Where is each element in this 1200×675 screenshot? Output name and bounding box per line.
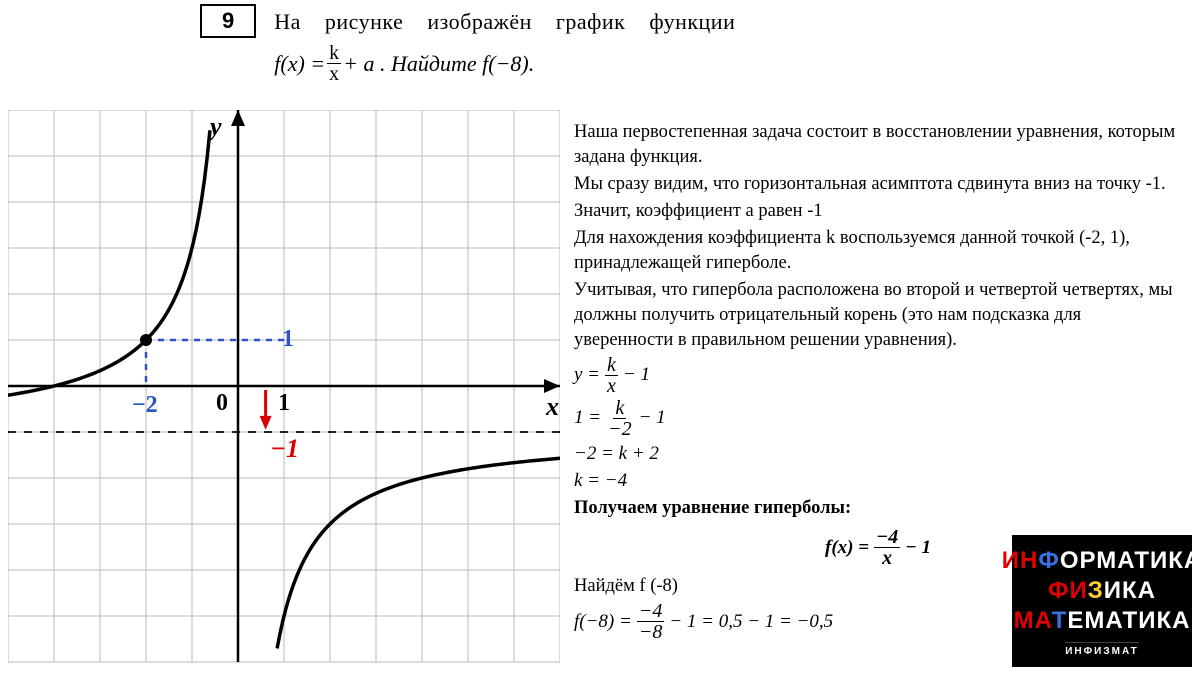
logo-infizmat: ИНФОРМАТИКА ФИЗИКА МАТЕМАТИКА ИНФИЗМАТ — [1012, 535, 1192, 667]
graph-svg — [8, 110, 560, 665]
label-origin: 0 — [216, 390, 228, 417]
label-x: x — [546, 392, 559, 422]
logo-line2: ФИЗИКА — [1048, 576, 1156, 606]
formula-fx: f(x) = — [274, 46, 325, 81]
sol-p6: Получаем уравнение гиперболы: — [574, 496, 1182, 521]
sol-p5: Учитывая, что гипербола расположена во в… — [574, 278, 1182, 353]
graph: y x 0 1 −2 1 −1 — [8, 110, 560, 665]
sol-p4: Для нахождения коэффициента k воспользуе… — [574, 226, 1182, 276]
label-dash1: 1 — [282, 326, 294, 353]
problem-line1: На рисунке изображён график функции — [274, 4, 735, 39]
logo-sub: ИНФИЗМАТ — [1065, 642, 1139, 657]
logo-line1: ИНФОРМАТИКА — [1002, 546, 1200, 576]
sol-p1: Наша первостепенная задача состоит в вос… — [574, 120, 1182, 170]
problem-number-badge: 9 — [200, 4, 256, 38]
eq1: y = kx − 1 — [574, 355, 1182, 396]
sol-p2: Мы сразу видим, что горизонтальная асимп… — [574, 172, 1182, 197]
eq3: −2 = k + 2 — [574, 441, 1182, 467]
eq4: k = −4 — [574, 468, 1182, 494]
eq2: 1 = k−2 − 1 — [574, 398, 1182, 439]
label-neg1: −1 — [270, 434, 299, 464]
formula-rest: + a . Найдите f(−8). — [343, 46, 534, 81]
fraction-k-over-x: k x — [327, 43, 341, 84]
sol-p3: Значит, коэффициент a равен -1 — [574, 199, 1182, 224]
problem-statement: На рисунке изображён график функции f(x)… — [274, 4, 735, 84]
label-neg2: −2 — [132, 392, 158, 419]
label-one: 1 — [278, 390, 290, 417]
label-y: y — [210, 112, 222, 142]
logo-line3: МАТЕМАТИКА — [1014, 606, 1191, 636]
